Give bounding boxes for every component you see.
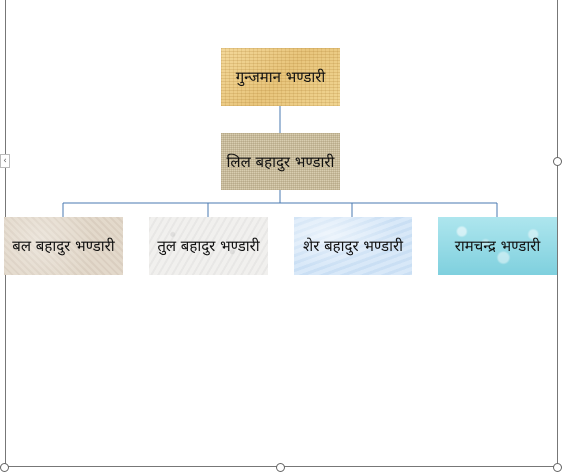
grandchild-node-4[interactable]: रामचन्द्र भण्डारी (438, 217, 557, 275)
grandchild-node-label: तुल बहादुर भण्डारी (157, 237, 260, 255)
resize-handle-bottom-left[interactable] (0, 463, 9, 472)
grandchild-node-label: रामचन्द्र भण्डारी (454, 237, 541, 255)
resize-handle-bottom[interactable] (276, 463, 285, 472)
grandchild-node-label: शेर बहादुर भण्डारी (303, 237, 403, 255)
child-node[interactable]: लिल बहादुर भण्डारी (221, 133, 340, 190)
grandchild-node-label: बल बहादुर भण्डारी (12, 237, 115, 255)
grandchild-node-2[interactable]: तुल बहादुर भण्डारी (149, 217, 268, 275)
chevron-left-icon[interactable]: ‹ (0, 154, 10, 168)
grandchild-node-1[interactable]: बल बहादुर भण्डारी (4, 217, 123, 275)
grandchild-node-3[interactable]: शेर बहादुर भण्डारी (294, 217, 412, 275)
root-node[interactable]: गुन्जमान भण्डारी (221, 48, 340, 106)
resize-handle-right[interactable] (553, 157, 562, 166)
root-node-label: गुन्जमान भण्डारी (235, 68, 326, 86)
resize-handle-bottom-right[interactable] (553, 463, 562, 472)
child-node-label: लिल बहादुर भण्डारी (226, 152, 335, 171)
